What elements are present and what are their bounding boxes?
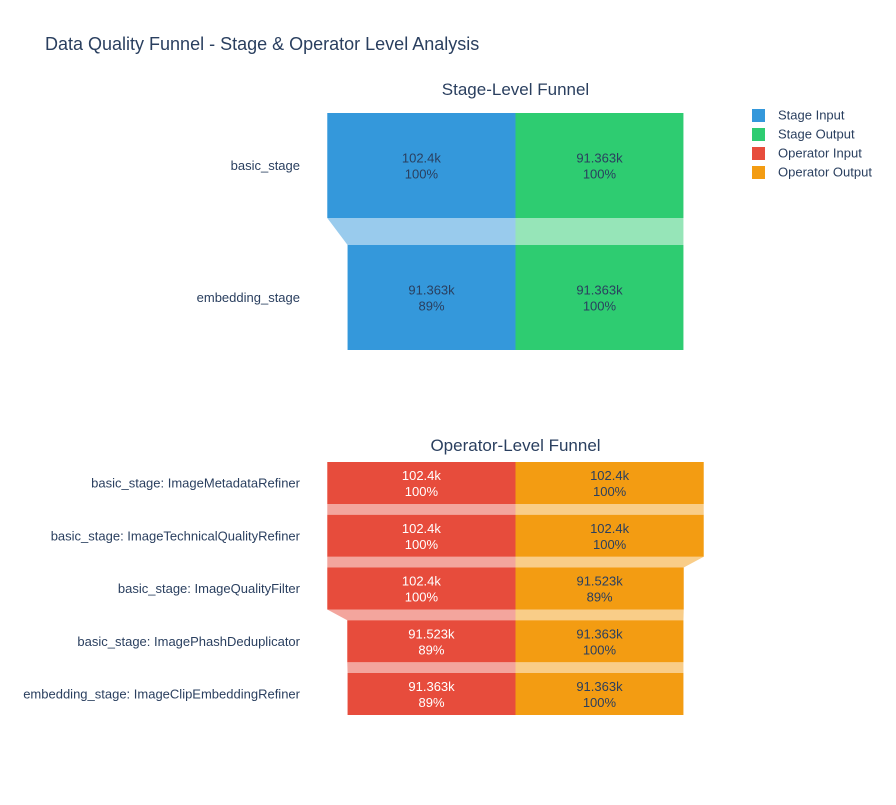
funnel-panel-2: Operator-Level Funnel basic_stage: ImageM… bbox=[23, 436, 704, 715]
legend-item[interactable]: Operator Output bbox=[752, 165, 872, 180]
funnel-connector-output bbox=[515, 218, 684, 245]
category-label: basic_stage bbox=[231, 158, 300, 173]
funnel-connector-input bbox=[327, 609, 516, 621]
funnel-connector-output bbox=[515, 609, 684, 621]
bar-value-label: 102.4k bbox=[402, 574, 442, 589]
input-bar[interactable] bbox=[327, 567, 516, 610]
legend-label: Stage Output bbox=[778, 127, 855, 142]
funnel-connector-input bbox=[327, 556, 516, 568]
legend-swatch bbox=[752, 147, 765, 160]
bar-percent-label: 100% bbox=[583, 642, 617, 657]
bar-value-label: 91.363k bbox=[576, 283, 623, 298]
category-label: basic_stage: ImageQualityFilter bbox=[118, 581, 301, 596]
bar-percent-label: 100% bbox=[405, 590, 439, 605]
bar-percent-label: 89% bbox=[418, 642, 444, 657]
chart-title: Data Quality Funnel - Stage & Operator L… bbox=[45, 34, 479, 54]
bar-value-label: 91.523k bbox=[576, 574, 623, 589]
category-label: basic_stage: ImageMetadataRefiner bbox=[91, 476, 301, 491]
category-label: embedding_stage bbox=[197, 290, 300, 305]
input-bar[interactable] bbox=[327, 462, 516, 504]
funnel-connector-output bbox=[515, 504, 704, 515]
output-bar[interactable] bbox=[515, 620, 684, 663]
output-bar[interactable] bbox=[515, 514, 704, 557]
bar-value-label: 91.363k bbox=[408, 679, 455, 694]
bar-value-label: 91.363k bbox=[576, 151, 623, 166]
funnel-connector-output bbox=[515, 556, 704, 568]
bar-value-label: 102.4k bbox=[590, 521, 630, 536]
bar-value-label: 91.363k bbox=[576, 626, 623, 641]
legend-label: Stage Input bbox=[778, 108, 845, 123]
legend-label: Operator Input bbox=[778, 146, 862, 161]
output-bar[interactable] bbox=[515, 462, 704, 504]
input-bar[interactable] bbox=[347, 673, 516, 715]
bar-percent-label: 100% bbox=[583, 695, 617, 710]
legend-swatch bbox=[752, 166, 765, 179]
input-bar[interactable] bbox=[347, 245, 516, 350]
bar-percent-label: 100% bbox=[583, 299, 617, 314]
output-bar[interactable] bbox=[515, 113, 684, 218]
bar-value-label: 102.4k bbox=[402, 468, 442, 483]
legend-item[interactable]: Stage Input bbox=[752, 108, 845, 123]
output-bar[interactable] bbox=[515, 567, 684, 610]
legend-item[interactable]: Operator Input bbox=[752, 146, 862, 161]
funnel-connector-input bbox=[327, 504, 516, 515]
bar-value-label: 91.363k bbox=[408, 283, 455, 298]
bar-percent-label: 100% bbox=[405, 537, 439, 552]
category-label: basic_stage: ImagePhashDeduplicator bbox=[77, 634, 300, 649]
bar-percent-label: 89% bbox=[419, 695, 445, 710]
bar-value-label: 102.4k bbox=[402, 151, 442, 166]
input-bar[interactable] bbox=[327, 514, 516, 557]
legend: Stage Input Stage Output Operator Input Ope… bbox=[752, 108, 872, 180]
bar-percent-label: 100% bbox=[593, 537, 627, 552]
bar-percent-label: 89% bbox=[587, 590, 613, 605]
input-bar[interactable] bbox=[347, 620, 516, 663]
subplot-title: Stage-Level Funnel bbox=[442, 80, 589, 99]
bar-value-label: 91.523k bbox=[408, 626, 455, 641]
legend-item[interactable]: Stage Output bbox=[752, 127, 855, 142]
bar-value-label: 102.4k bbox=[402, 521, 442, 536]
funnel-connector-input bbox=[347, 662, 516, 673]
legend-swatch bbox=[752, 109, 765, 122]
legend-label: Operator Output bbox=[778, 165, 872, 180]
category-label: basic_stage: ImageTechnicalQualityRefine… bbox=[51, 528, 301, 543]
bar-percent-label: 89% bbox=[419, 299, 445, 314]
category-label: embedding_stage: ImageClipEmbeddingRefin… bbox=[23, 687, 300, 702]
output-bar[interactable] bbox=[515, 673, 684, 715]
bar-percent-label: 100% bbox=[405, 484, 439, 499]
legend-swatch bbox=[752, 128, 765, 141]
bar-value-label: 102.4k bbox=[590, 468, 630, 483]
funnel-connector-output bbox=[515, 662, 684, 673]
bar-percent-label: 100% bbox=[593, 484, 627, 499]
output-bar[interactable] bbox=[515, 245, 684, 350]
funnel-connector-input bbox=[327, 218, 516, 245]
subplot-title: Operator-Level Funnel bbox=[430, 436, 600, 455]
input-bar[interactable] bbox=[327, 113, 516, 218]
bar-percent-label: 100% bbox=[583, 167, 617, 182]
bar-value-label: 91.363k bbox=[576, 679, 623, 694]
bar-percent-label: 100% bbox=[405, 167, 439, 182]
